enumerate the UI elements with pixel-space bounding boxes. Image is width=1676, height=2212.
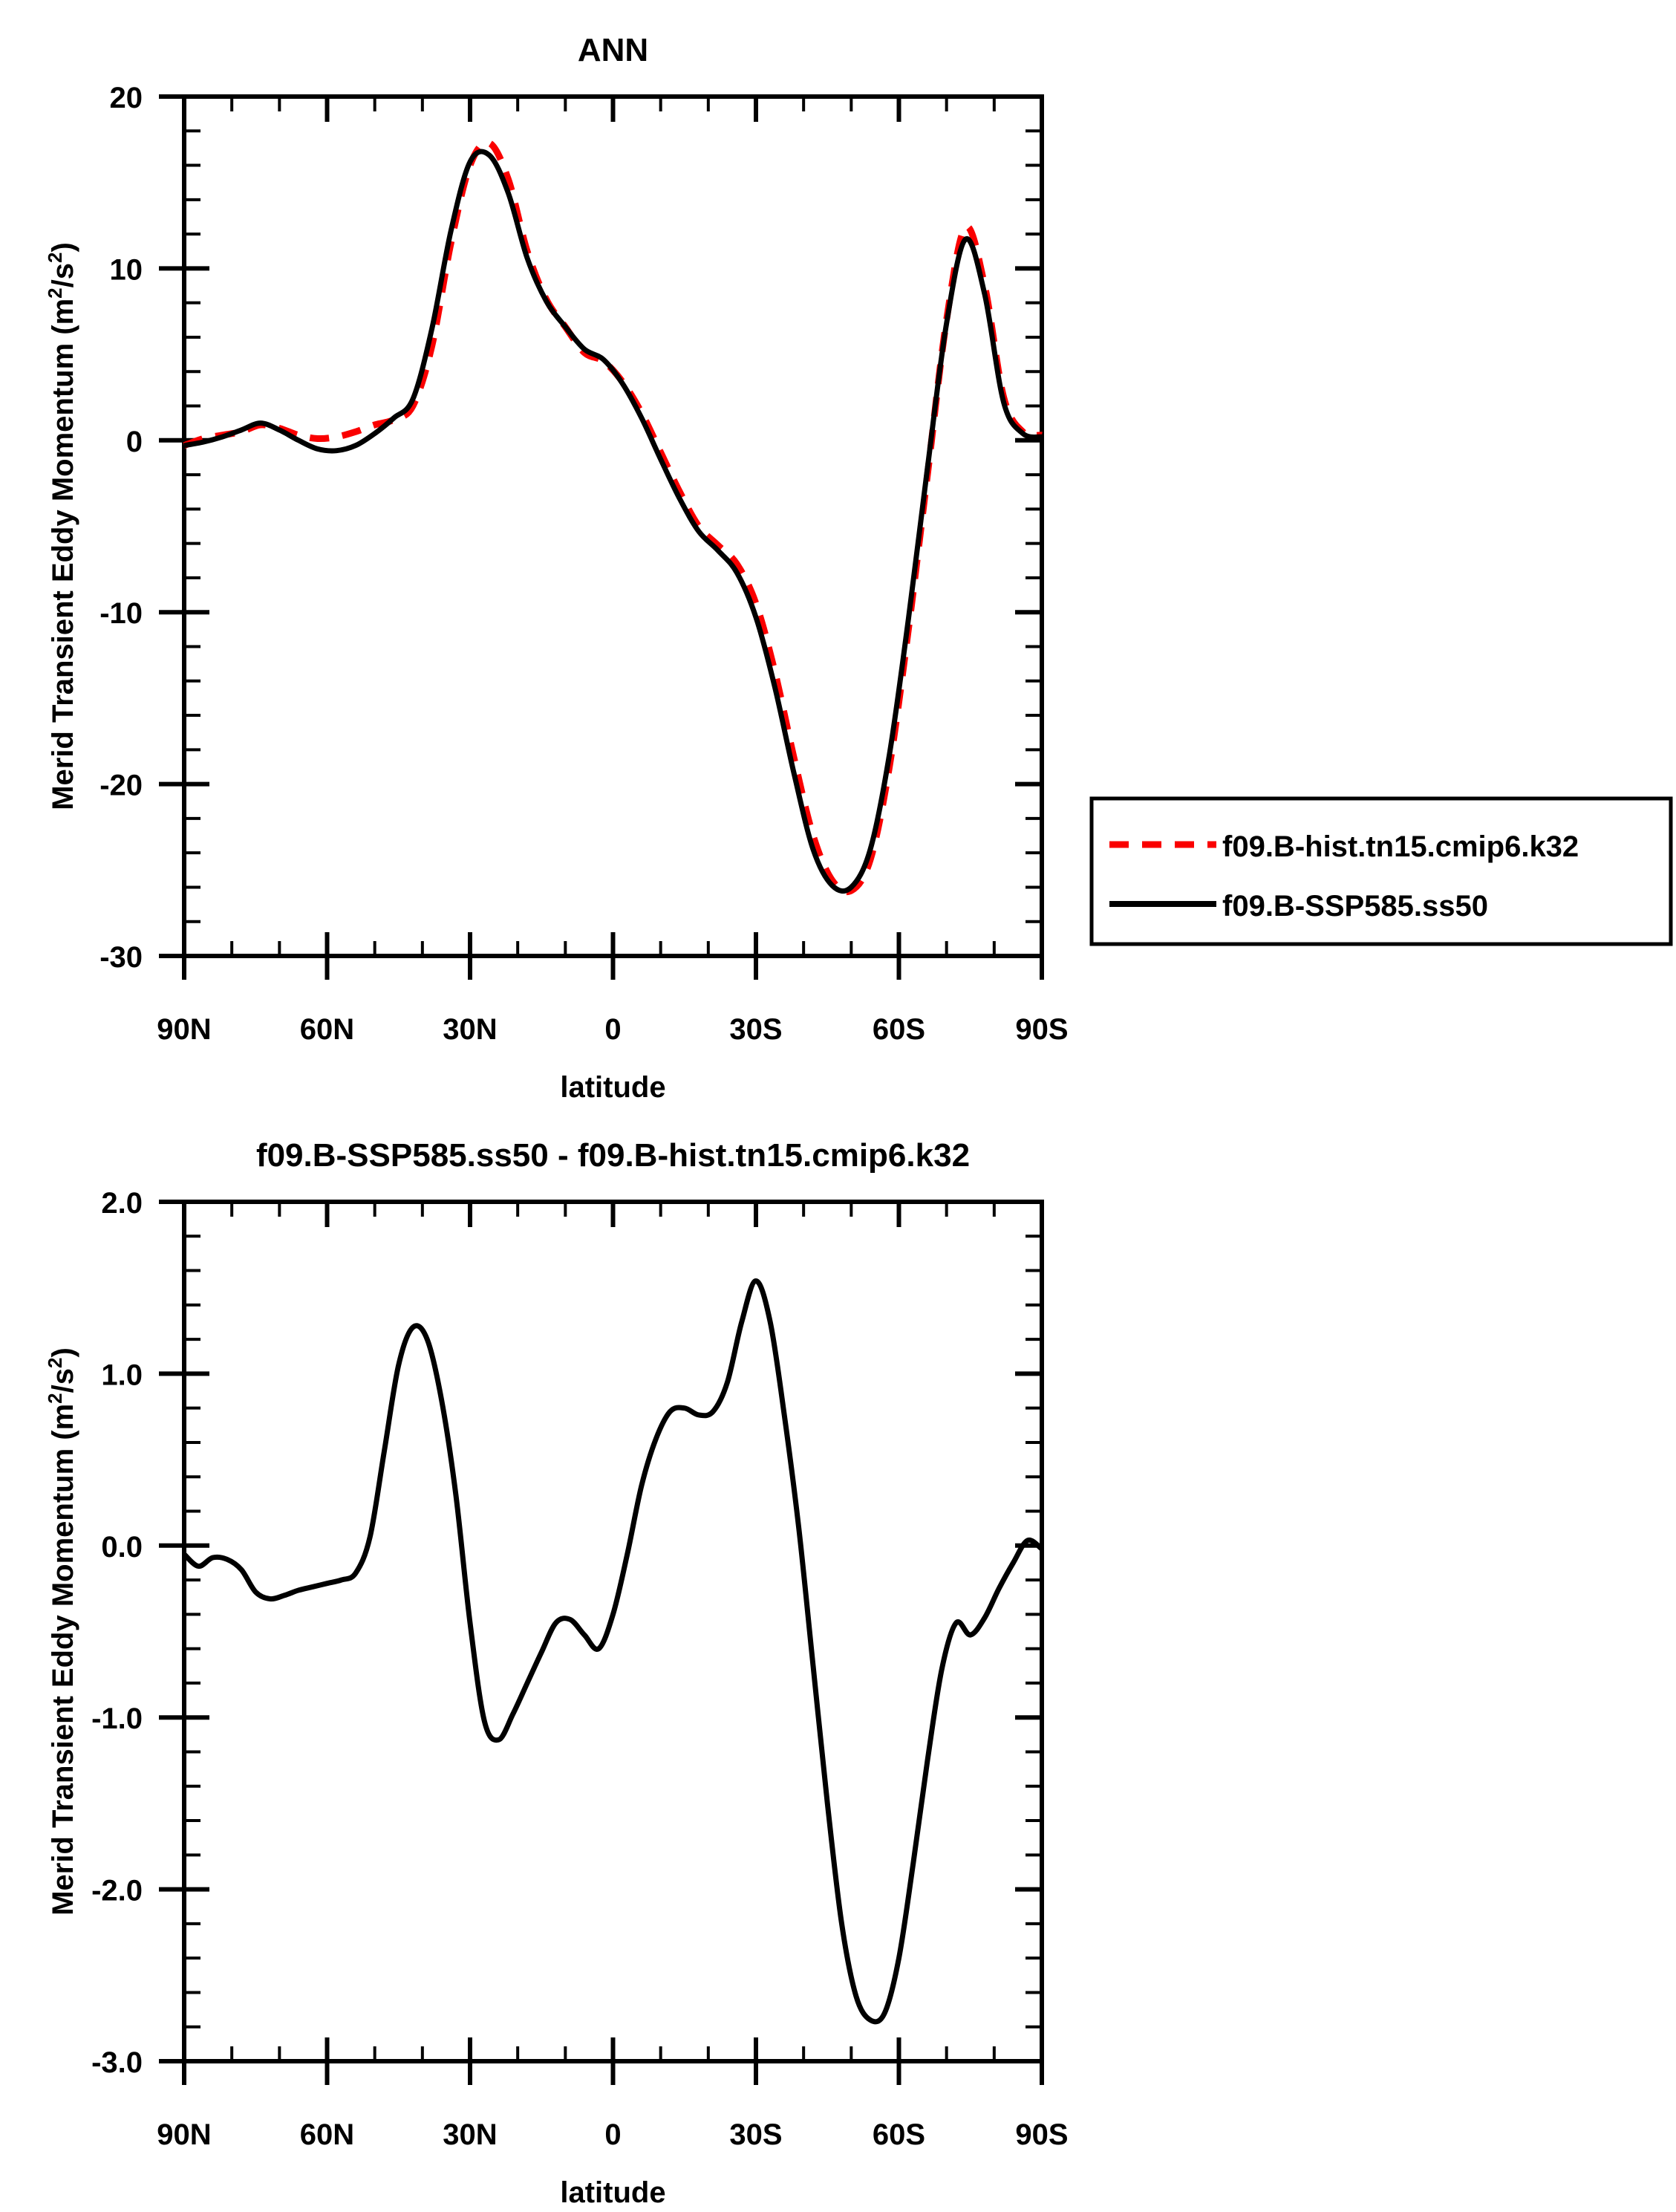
panel-title-bottom: f09.B-SSP585.ss50 - f09.B-hist.tn15.cmip… bbox=[256, 1137, 970, 1174]
xtick-label: 60S bbox=[873, 2118, 925, 2151]
xtick-label: 60N bbox=[300, 1013, 354, 1046]
ytick-label: -30 bbox=[100, 941, 143, 974]
ytick-label: 1.0 bbox=[101, 1359, 143, 1391]
legend-box bbox=[1089, 796, 1673, 946]
x-axis-label-bottom: latitude bbox=[560, 2176, 665, 2209]
ytick-label: -3.0 bbox=[91, 2046, 143, 2079]
xtick-label: 0 bbox=[604, 2118, 621, 2151]
ytick-label: 0.0 bbox=[101, 1531, 143, 1564]
ytick-label: 2.0 bbox=[101, 1187, 143, 1220]
series-line-1 bbox=[183, 149, 1043, 894]
ytick-label: 10 bbox=[110, 253, 143, 286]
legend-label-1: f09.B-SSP585.ss50 bbox=[1222, 890, 1488, 923]
xtick-label: 30N bbox=[443, 2118, 497, 2151]
xtick-label: 60S bbox=[873, 1013, 925, 1046]
xtick-label: 90S bbox=[1015, 2118, 1068, 2151]
y-axis-label-top: Merid Transient Eddy Momentum (m2/s2) bbox=[44, 242, 79, 810]
xtick-label: 90N bbox=[157, 2118, 211, 2151]
ytick-label: -2.0 bbox=[91, 1875, 143, 1907]
ytick-label: 0 bbox=[126, 426, 143, 458]
xtick-label: 30S bbox=[729, 1013, 782, 1046]
panel-title-top: ANN bbox=[578, 32, 648, 68]
plot-frame-bottom bbox=[182, 1200, 1044, 2063]
ytick-label: 20 bbox=[110, 82, 143, 114]
y-axis-label-bottom: Merid Transient Eddy Momentum (m2/s2) bbox=[44, 1347, 79, 1916]
xtick-label: 30N bbox=[443, 1013, 497, 1046]
series-line-0 bbox=[182, 1278, 1044, 2025]
ytick-label: -10 bbox=[100, 597, 143, 630]
series-line-0 bbox=[183, 139, 1043, 896]
ytick-label: -20 bbox=[100, 770, 143, 802]
xtick-label: 30S bbox=[729, 2118, 782, 2151]
legend-label-0: f09.B-hist.tn15.cmip6.k32 bbox=[1222, 830, 1579, 863]
x-axis-label-top: latitude bbox=[560, 1071, 665, 1104]
xtick-label: 0 bbox=[604, 1013, 621, 1046]
xtick-label: 60N bbox=[300, 2118, 354, 2151]
xtick-label: 90S bbox=[1015, 1013, 1068, 1046]
ytick-label: -1.0 bbox=[91, 1702, 143, 1735]
plot-frame-top bbox=[182, 94, 1044, 958]
xtick-label: 90N bbox=[157, 1013, 211, 1046]
